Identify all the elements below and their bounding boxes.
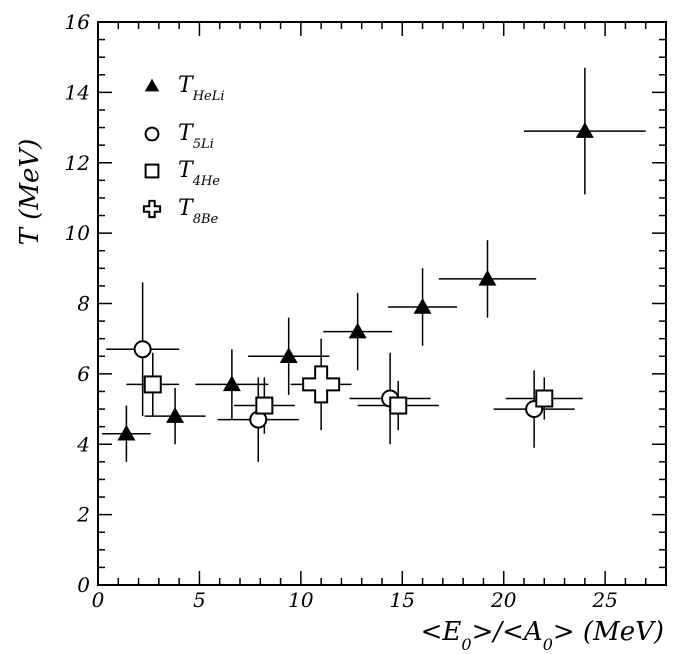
y-tick-label: 8: [77, 292, 90, 316]
x-tick-label: 5: [193, 588, 206, 612]
legend-entry: THeLi: [178, 73, 225, 104]
triangle-marker: [166, 407, 185, 423]
y-axis-label: T (MeV): [15, 139, 45, 246]
triangle-marker: [117, 424, 136, 441]
axis-ticks: [97, 21, 667, 586]
y-tick-label: 6: [77, 362, 90, 386]
y-tick-label: 10: [65, 221, 91, 245]
y-tick-label: 4: [76, 432, 90, 456]
y-tick-label: 0: [77, 573, 90, 597]
triangle-marker: [144, 78, 160, 92]
y-tick-label: 12: [65, 151, 90, 175]
data-markers: [117, 122, 594, 441]
x-tick-label: 25: [591, 588, 617, 612]
tick-labels: 0 5 10 15 20 25 0 2 4 6 8 10 12 14 16: [65, 10, 618, 612]
x-tick-label: 20: [490, 588, 517, 612]
y-tick-label: 16: [65, 10, 91, 34]
x-tick-label: 10: [288, 588, 314, 612]
square-marker: [535, 389, 554, 408]
triangle-marker: [348, 322, 367, 339]
legend-entry: T4He: [178, 158, 220, 189]
square-marker: [389, 396, 408, 415]
triangle-marker: [413, 298, 432, 314]
triangle-marker: [222, 375, 241, 392]
plot-frame: [97, 21, 667, 586]
x-axis-label: <E0>/<A0> (MeV): [421, 617, 664, 654]
circle-marker: [133, 340, 152, 359]
cross-marker: [142, 199, 162, 219]
cross-marker: [302, 365, 341, 404]
y-tick-label: 14: [65, 80, 90, 104]
triangle-marker: [575, 122, 594, 138]
square-marker: [143, 375, 162, 394]
circle-marker: [144, 126, 160, 142]
triangle-marker: [478, 269, 497, 286]
legend-entry: T5Li: [178, 121, 214, 152]
legend: THeLi T5Li T4He T8Be: [142, 73, 225, 227]
triangle-marker: [279, 347, 298, 364]
x-tick-label: 0: [92, 588, 105, 612]
square-marker: [144, 163, 160, 179]
square-marker: [255, 396, 274, 415]
y-tick-label: 2: [76, 503, 90, 527]
legend-entry: T8Be: [178, 196, 219, 227]
x-tick-label: 15: [390, 588, 415, 612]
